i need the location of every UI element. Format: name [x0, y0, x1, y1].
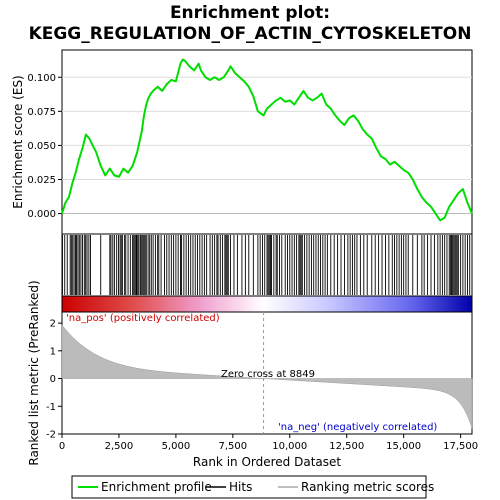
es-tick-label: 0.025 — [27, 175, 56, 186]
neg-correlated-label: 'na_neg' (negatively correlated) — [278, 422, 437, 433]
x-tick-label: 17,500 — [443, 441, 478, 452]
rank-color-bar — [61, 295, 473, 313]
metric-tick-label: 0 — [50, 374, 56, 385]
metric-tick-label: 2 — [50, 319, 56, 330]
legend-label-hits: Hits — [229, 480, 252, 494]
legend: Enrichment profile Hits Ranking metric s… — [71, 475, 434, 499]
y-axis-title-es: Enrichment score (ES) — [11, 75, 25, 208]
y-axis-title-metric: Ranked list metric (PreRanked) — [27, 280, 41, 465]
x-axis-title: Rank in Ordered Dataset — [193, 455, 341, 469]
es-tick-label: 0.000 — [27, 209, 56, 220]
es-panel — [61, 49, 473, 235]
es-tick-label: 0.075 — [27, 107, 56, 118]
x-tick-label: 7,500 — [219, 441, 248, 452]
metric-tick-label: -1 — [46, 402, 56, 413]
es-gridlines — [62, 76, 472, 215]
metric-tick-label: 1 — [50, 346, 56, 357]
es-tick-label: 0.050 — [27, 141, 56, 152]
x-tick-label: 0 — [59, 441, 65, 452]
es-axis: 0.000 0.025 0.050 0.075 0.100 — [27, 73, 62, 220]
pos-correlated-label: 'na_pos' (positively correlated) — [66, 313, 220, 324]
enrichment-profile-line — [61, 58, 473, 222]
metric-area — [61, 324, 473, 429]
hits-marks — [62, 235, 471, 295]
legend-box — [71, 475, 427, 499]
x-tick-label: 5,000 — [162, 441, 191, 452]
x-tick-label: 15,000 — [386, 441, 421, 452]
metric-axis: -2 -1 0 1 2 — [46, 319, 62, 441]
legend-label-ranking: Ranking metric scores — [301, 480, 434, 494]
zero-cross-label: Zero cross at 8849 — [221, 369, 315, 380]
x-axis: 0 2,500 5,000 7,500 10,000 12,500 15,000 17,500 — [59, 434, 478, 452]
x-tick-label: 12,500 — [329, 441, 364, 452]
legend-label-enrichment: Enrichment profile — [101, 480, 212, 494]
x-tick-label: 10,000 — [272, 441, 307, 452]
metric-tick-label: -2 — [46, 430, 56, 441]
x-tick-label: 2,500 — [105, 441, 134, 452]
ranking-metric-area — [61, 324, 473, 429]
chart-title-line1: Enrichment plot: — [170, 3, 330, 23]
es-line-group — [61, 58, 473, 222]
chart-title-line2: KEGG_REGULATION_OF_ACTIN_CYTOSKELETON — [29, 24, 472, 44]
es-tick-label: 0.100 — [27, 73, 56, 84]
